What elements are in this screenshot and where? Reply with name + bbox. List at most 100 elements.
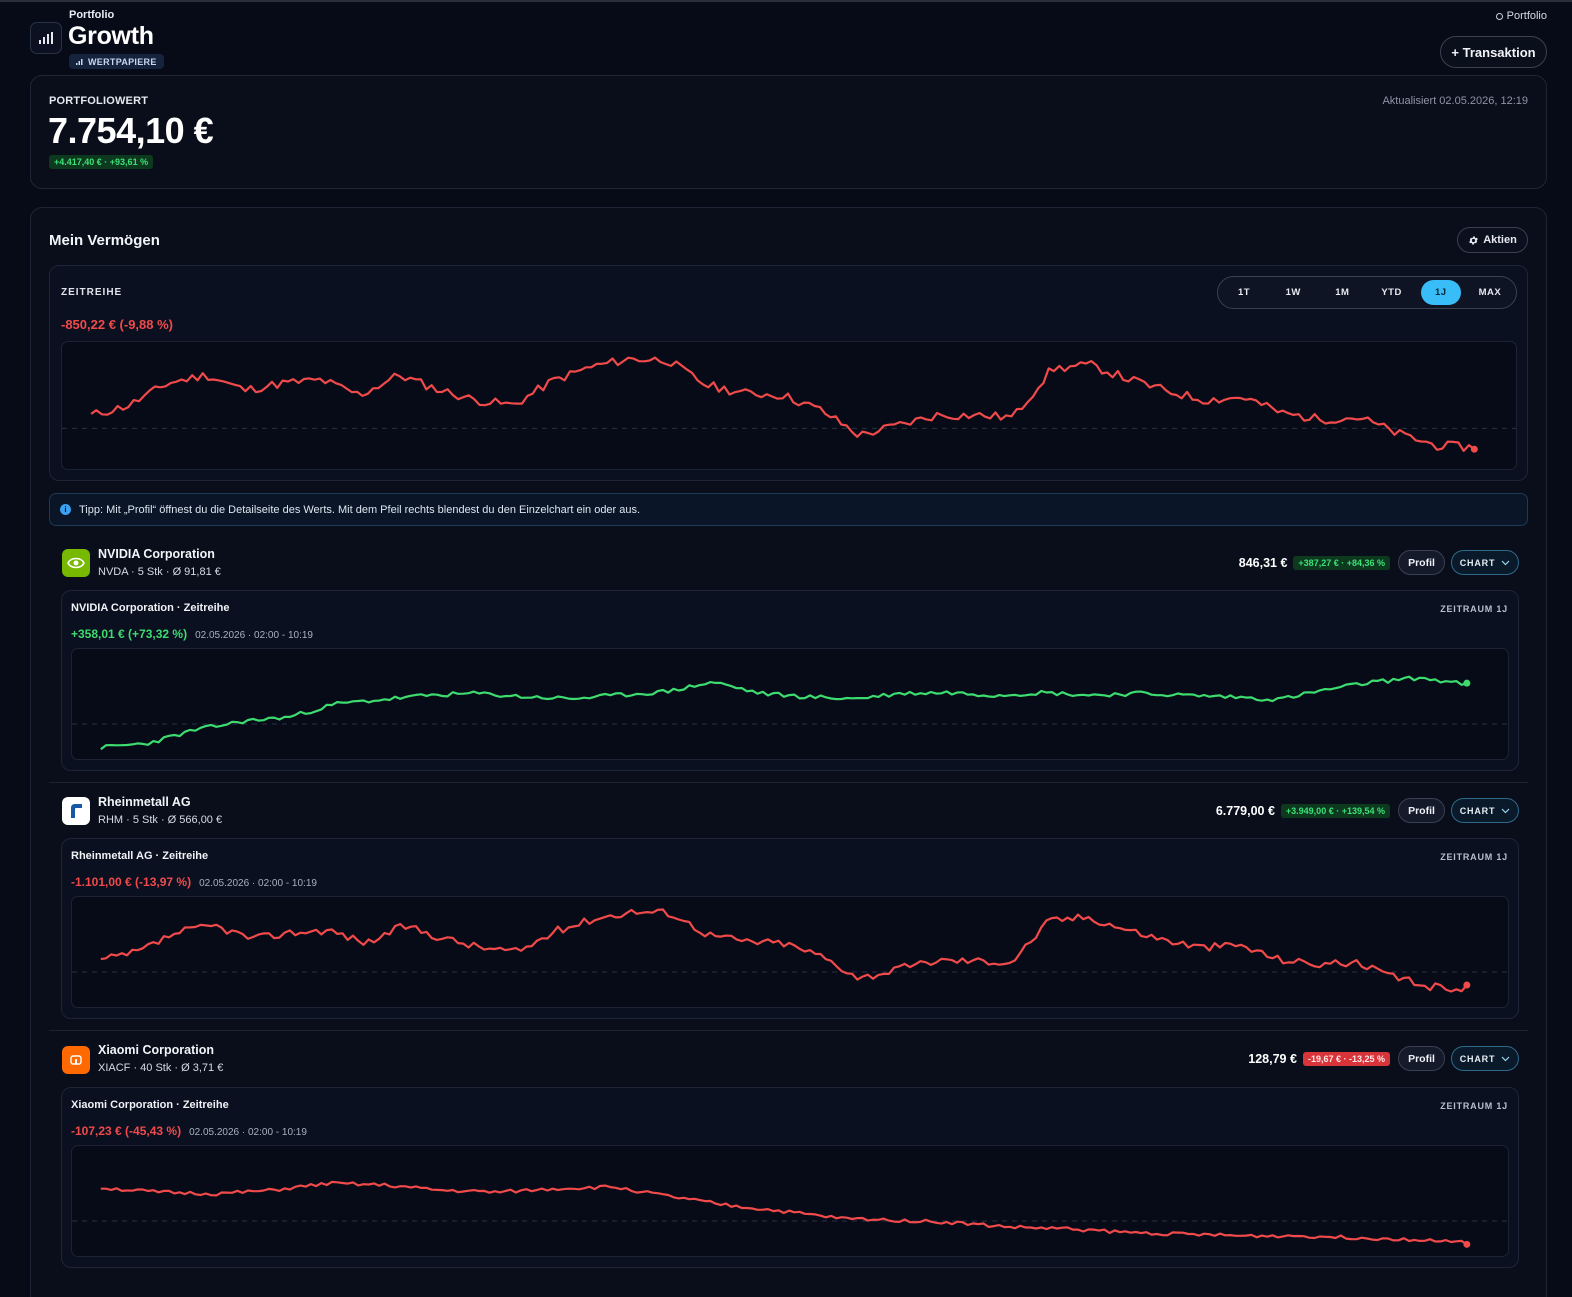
range-selector: 1T 1W 1M YTD 1J MAX [1217,276,1517,309]
chevron-down-icon [1501,808,1510,813]
portfolio-value-label: PORTFOLIOWERT [49,95,149,107]
stock-chart-delta-row: -1.101,00 € (-13,97 %) 02.05.2026 · 02:0… [71,875,317,889]
stock-chart-svg [72,675,1508,751]
stock-chart[interactable] [71,1145,1509,1257]
type-badge-label: WERTPAPIERE [88,56,157,67]
page-kicker: Portfolio [69,9,115,21]
portfolio-timeseries-card: ZEITREIHE 1T 1W 1M YTD 1J MAX -850,22 € … [49,265,1528,481]
profile-button[interactable]: Profil [1398,1046,1445,1071]
timeseries-label: ZEITREIHE [61,287,123,298]
last-point [1463,981,1471,989]
range-1t-button[interactable]: 1T [1237,287,1251,298]
xiaomi-mark-icon [70,1055,82,1065]
rheinmetall-logo [62,797,90,825]
section-title: Mein Vermögen [49,232,160,249]
circle-icon [1495,12,1503,20]
info-icon: i [60,504,71,515]
series-line [100,908,1468,993]
stock-chart-range: ZEITRAUM 1J [1440,1101,1508,1111]
stock-name: NVIDIA Corporation [98,547,215,561]
stock-name: Xiaomi Corporation [98,1043,214,1057]
series-line [100,1180,1468,1246]
profile-button[interactable]: Profil [1398,550,1445,575]
range-ytd-button[interactable]: YTD [1381,287,1402,298]
stock-chart-range: ZEITRAUM 1J [1440,604,1508,614]
divider [49,782,1528,783]
stock-chart-delta: -107,23 € (-45,43 %) [71,1124,182,1138]
stock-chart-title: NVIDIA Corporation · Zeitreihe [71,602,230,614]
chart-toggle-button[interactable]: CHART [1451,550,1519,575]
series-line [100,675,1468,751]
last-point [1463,679,1471,687]
page-title: Growth [68,22,154,50]
stock-chart-time: 02.05.2026 · 02:00 - 10:19 [199,878,317,889]
stock-delta-chip: +387,27 € · +84,36 % [1293,555,1390,570]
stock-chart-card: Rheinmetall AG · Zeitreihe ZEITRAUM 1J -… [61,838,1519,1019]
chart-toggle-label: CHART [1459,557,1496,568]
chart-toggle-label: CHART [1459,1053,1496,1064]
stock-chart-delta: -1.101,00 € (-13,97 %) [71,875,192,889]
stock-summary: 846,31 € +387,27 € · +84,36 % Profil CHA… [1239,550,1519,575]
stock-meta: NVDA · 5 Stk · Ø 91,81 € [98,566,221,578]
divider [49,1030,1528,1031]
stock-chart-delta: +358,01 € (+73,32 %) [71,627,188,641]
last-point [1463,1240,1471,1248]
portfolio-link-label: Portfolio [1506,10,1547,22]
nvidia-logo [62,549,90,577]
stock-price: 846,31 € [1238,555,1288,570]
stock-chart-time: 02.05.2026 · 02:00 - 10:19 [195,630,313,641]
stock-price: 128,79 € [1248,1051,1297,1066]
chart-toggle-button[interactable]: CHART [1451,798,1519,823]
chart-toggle-button[interactable]: CHART [1451,1046,1519,1071]
stock-meta: RHM · 5 Stk · Ø 566,00 € [98,814,223,826]
tip-text: Tipp: Mit „Profil“ öffnest du die Detail… [79,503,641,516]
stock-chart-range: ZEITRAUM 1J [1440,852,1508,862]
portfolio-link[interactable]: Portfolio [1495,10,1547,22]
stock-chart-delta-row: -107,23 € (-45,43 %) 02.05.2026 · 02:00 … [71,1124,307,1138]
stock-summary: 128,79 € -19,67 € · -13,25 % Profil CHAR… [1248,1046,1519,1071]
xiaomi-logo [62,1046,90,1074]
type-badge: WERTPAPIERE [69,54,164,69]
stock-chart-svg [72,908,1508,993]
stock-delta-chip: +3.949,00 € · +139,54 % [1280,803,1390,818]
stock-summary: 6.779,00 € +3.949,00 € · +139,54 % Profi… [1216,798,1519,823]
gear-icon [1469,235,1479,245]
stock-chart-card: NVIDIA Corporation · Zeitreihe ZEITRAUM … [61,590,1519,771]
stock-chart-time: 02.05.2026 · 02:00 - 10:19 [189,1127,307,1138]
range-1j-button[interactable]: 1J [1420,280,1461,305]
range-max-button[interactable]: MAX [1478,287,1502,298]
chevron-down-icon [1501,560,1510,565]
portfolio-value-card: PORTFOLIOWERT 7.754,10 € +4.417,40 € · +… [30,75,1547,189]
stock-chart[interactable] [71,648,1509,760]
stocks-settings-button[interactable]: Aktien [1457,227,1528,253]
stocks-settings-label: Aktien [1483,234,1517,246]
stock-chart-title: Rheinmetall AG · Zeitreihe [71,850,209,862]
portfolio-chart-svg [62,356,1516,453]
last-point [1470,445,1478,453]
chevron-down-icon [1501,1056,1510,1061]
nvidia-eye-icon [67,557,85,569]
range-1m-button[interactable]: 1M [1335,287,1350,298]
stock-price: 6.779,00 € [1215,803,1275,818]
series-line [90,356,1475,453]
stock-chart-delta-row: +358,01 € (+73,32 %) 02.05.2026 · 02:00 … [71,627,313,641]
chart-toggle-label: CHART [1459,805,1496,816]
timeseries-delta: -850,22 € (-9,88 %) [61,317,174,332]
stock-chart[interactable] [71,896,1509,1008]
profile-button[interactable]: Profil [1398,798,1445,823]
portfolio-icon [30,22,62,54]
stock-chart-svg [72,1180,1508,1248]
add-transaction-button[interactable]: + Transaktion [1440,36,1547,68]
stock-chart-card: Xiaomi Corporation · Zeitreihe ZEITRAUM … [61,1087,1519,1268]
stock-chart-title: Xiaomi Corporation · Zeitreihe [71,1099,229,1111]
tip-banner: i Tipp: Mit „Profil“ öffnest du die Deta… [49,493,1528,526]
last-updated: Aktualisiert 02.05.2026, 12:19 [1382,95,1528,107]
bar-chart-icon [76,59,83,65]
portfolio-chart[interactable] [61,341,1517,470]
stock-delta-chip: -19,67 € · -13,25 % [1302,1051,1390,1066]
bar-chart-icon [39,32,53,44]
window-top-border [0,0,1572,2]
portfolio-value: 7.754,10 € [48,110,214,151]
range-1w-button[interactable]: 1W [1285,287,1301,298]
portfolio-delta-badge: +4.417,40 € · +93,61 % [49,155,154,169]
